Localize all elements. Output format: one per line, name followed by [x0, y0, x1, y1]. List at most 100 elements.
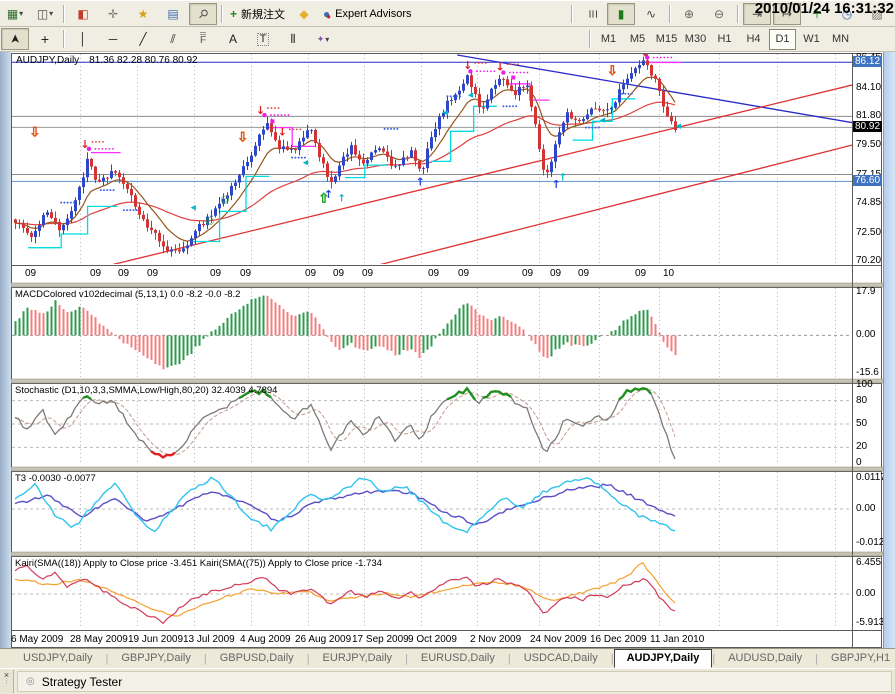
- text-label-tool-button[interactable]: T: [249, 28, 277, 50]
- timeframe-button-D1[interactable]: D1: [769, 28, 796, 50]
- new-chart-button[interactable]: ▦ ▾: [1, 3, 29, 25]
- blue-dots-icon: [393, 127, 396, 130]
- blue-dots-icon: [446, 95, 449, 98]
- timeframe-button-M15[interactable]: M15: [655, 33, 678, 45]
- trailing-stop-cyan: [572, 98, 636, 141]
- timeframe-button-H4[interactable]: H4: [746, 33, 761, 45]
- horizontal-line-tool-button[interactable]: ─: [99, 28, 127, 50]
- left-arrow-icon: ◀: [600, 116, 606, 124]
- templates-button[interactable]: ▨: [863, 3, 891, 25]
- timeframe-button-MN[interactable]: MN: [831, 33, 850, 45]
- text-label-icon: T: [256, 32, 270, 46]
- cursor-tool-button[interactable]: ➤: [1, 28, 29, 50]
- tab-eurjpy-daily[interactable]: EURJPY,Daily: [322, 652, 393, 664]
- panel-frame: [11, 630, 882, 648]
- close-icon: ×: [3, 670, 10, 680]
- tab-divider: |: [306, 653, 310, 665]
- line-chart-icon: ∿: [645, 6, 657, 21]
- hollow-down-arrow-icon: ⇩: [29, 125, 40, 140]
- screen-timestamp: 2010/01/24 16:31:32: [754, 0, 894, 17]
- sell-arrow-icon: ↓: [80, 138, 89, 151]
- metaeditor-button[interactable]: ◆: [290, 3, 318, 25]
- blue-dots-icon: [63, 201, 66, 204]
- market-watch-button[interactable]: ◧: [69, 3, 97, 25]
- zoom-in-button[interactable]: ⊕: [675, 3, 703, 25]
- blue-dots-icon: [455, 95, 458, 98]
- tester-panel-close[interactable]: × ⋮: [0, 670, 14, 693]
- auto-scroll-icon: ⇥: [751, 6, 763, 21]
- macd-panel: [12, 295, 852, 370]
- blue-dots-icon: [627, 92, 630, 95]
- trailing-stop-cyan: [28, 205, 118, 249]
- timeframe-button-H1[interactable]: H1: [717, 33, 732, 45]
- tab-usdjpy-daily[interactable]: USDJPY,Daily: [23, 652, 93, 664]
- blue-dots-icon: [591, 126, 594, 129]
- arrows-tool-button[interactable]: ✦ ▾: [309, 28, 337, 50]
- data-window-button[interactable]: ✛: [99, 3, 127, 25]
- tab-usdcad-daily[interactable]: USDCAD,Daily: [523, 652, 598, 664]
- expert-advisors-icon: ●: [323, 6, 331, 21]
- candlestick-icon: ▮: [617, 6, 625, 21]
- tab-audusd-daily[interactable]: AUDUSD,Daily: [728, 652, 803, 664]
- hollow-down-arrow-icon: ⇩: [607, 64, 618, 79]
- blue-dots-icon: [60, 201, 63, 204]
- expert-advisors-stop-icon: ●: [326, 11, 332, 21]
- tab-eurusd-daily[interactable]: EURUSD,Daily: [420, 652, 495, 664]
- chevron-down-icon: ▾: [325, 34, 330, 44]
- panel-frame: [11, 53, 882, 266]
- equidistant-channel-tool-button[interactable]: ⫽: [159, 28, 187, 50]
- tab-gbpjpy-h1[interactable]: GBPJPY,H1: [831, 652, 891, 664]
- timeframe-button-W1[interactable]: W1: [803, 33, 820, 45]
- panel-splitter: [11, 551, 883, 557]
- gridlines: [80, 557, 836, 628]
- bar-chart-button[interactable]: ☰: [577, 3, 605, 25]
- tab-gbpjpy-daily[interactable]: GBPJPY,Daily: [121, 652, 191, 664]
- blue-dots-icon: [390, 127, 392, 130]
- exit-up-arrow-icon: ↑: [559, 172, 567, 183]
- expert-advisors-button[interactable]: ● ● Expert Advisors: [320, 3, 415, 25]
- periods-button[interactable]: ◷: [833, 3, 861, 25]
- navigator-button[interactable]: ★: [129, 3, 157, 25]
- right-edge-strip: [883, 52, 895, 648]
- vertical-line-tool-button[interactable]: │: [69, 28, 97, 50]
- crosshair-tool-button[interactable]: +: [31, 28, 59, 50]
- drawing-toolbar: ➤ + │ ─ ╱ ⫽ F A T ⦀ ✦ ▾ M1 M5 M15 M30 H1 H4 D1…: [0, 27, 895, 52]
- zoom-out-button[interactable]: ⊖: [705, 3, 733, 25]
- blue-dots-icon: [300, 156, 303, 159]
- chart-shift-button[interactable]: ↦: [773, 2, 801, 25]
- tab-divider: |: [507, 653, 511, 665]
- blue-dots-icon: [297, 156, 300, 159]
- trendline: [457, 54, 852, 124]
- cursor-icon: ➤: [8, 33, 22, 45]
- blue-dots-icon: [109, 189, 112, 192]
- candlestick-chart-button[interactable]: ▮: [607, 2, 635, 25]
- trailing-stop-cyan: [193, 175, 270, 243]
- cycle-lines-tool-button[interactable]: ⦀: [279, 28, 307, 50]
- fibonacci-tool-button[interactable]: F: [189, 28, 217, 50]
- tab-gbpusd-daily[interactable]: GBPUSD,Daily: [219, 652, 294, 664]
- trendline-tool-button[interactable]: ╱: [129, 28, 157, 50]
- strategy-tester-button[interactable]: ⚲: [189, 2, 217, 25]
- left-arrow-icon: ◀: [468, 91, 474, 99]
- timeframe-button-M1[interactable]: M1: [600, 33, 617, 45]
- terminal-button[interactable]: ▤: [159, 3, 187, 25]
- text-tool-button[interactable]: A: [219, 28, 247, 50]
- data-window-icon: ✛: [107, 6, 119, 21]
- trendline: [379, 144, 852, 264]
- new-order-button[interactable]: + 新規注文: [227, 3, 288, 25]
- timeframe-button-M30[interactable]: M30: [684, 33, 707, 45]
- line-chart-button[interactable]: ∿: [637, 3, 665, 25]
- blue-dots-icon: [621, 92, 624, 95]
- auto-scroll-button[interactable]: ⇥: [743, 2, 771, 25]
- text-icon: A: [228, 32, 237, 46]
- chart-window[interactable]: ↓ ↓ ↓ ↓ ↓ ↓ ⇩ ⇩ ⇩ ⇧ ↑ ↑ ↑ ↑ ↑ ◀ ◀ ◀ ◀ ◀ ◀ ☺ ☺ AUDJPY,Daily 81.3…: [11, 52, 883, 648]
- timeframe-button-M5[interactable]: M5: [629, 33, 646, 45]
- profiles-button[interactable]: ◫ ▾: [31, 3, 59, 25]
- tab-audjpy-daily[interactable]: AUDJPY,Daily: [613, 649, 713, 668]
- indicators-button[interactable]: ＋: [803, 3, 831, 25]
- blue-dots-icon: [383, 127, 386, 130]
- strategy-tester-panel[interactable]: ◎ Strategy Tester: [17, 671, 892, 692]
- stoch-extreme: [82, 395, 92, 401]
- stoch-main: [14, 387, 676, 460]
- new-order-label: 新規注文: [241, 8, 286, 21]
